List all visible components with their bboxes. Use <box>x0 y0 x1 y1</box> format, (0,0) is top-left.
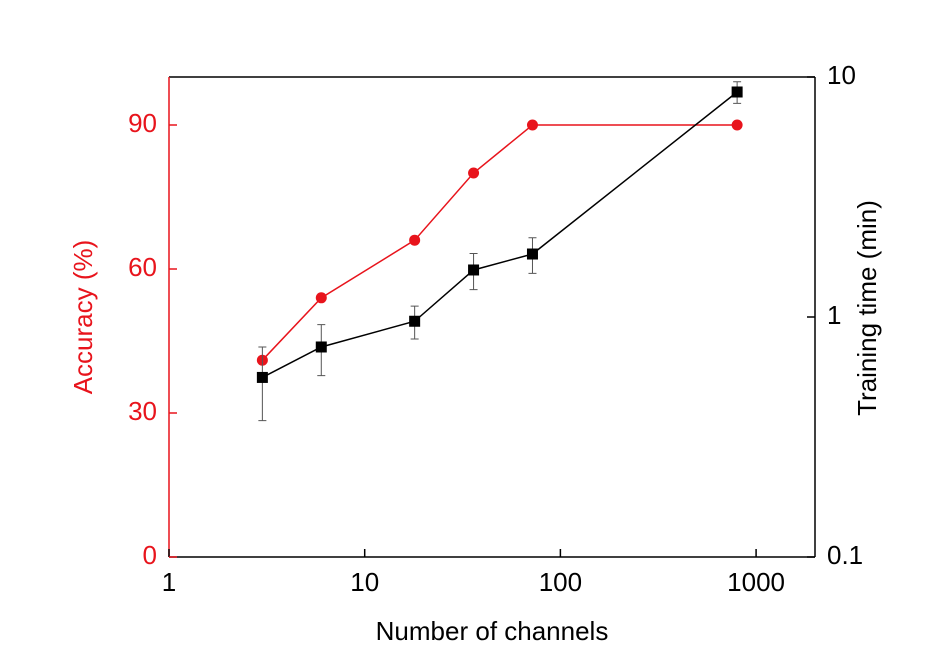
y2-tick-label: 1 <box>827 300 841 330</box>
point <box>468 264 480 276</box>
x-tick-label: 1 <box>162 567 176 597</box>
point <box>256 371 268 383</box>
point <box>315 341 327 353</box>
point <box>315 292 327 304</box>
point <box>731 119 743 131</box>
point <box>409 234 421 246</box>
y2-tick-label: 10 <box>827 60 856 90</box>
y-tick-label: 0 <box>143 540 157 570</box>
point <box>409 315 421 327</box>
y-tick-label: 60 <box>128 252 157 282</box>
x-tick-label: 1000 <box>727 567 785 597</box>
series-line <box>261 124 738 361</box>
y-axis-label: Accuracy (%) <box>68 240 98 395</box>
y-tick-label: 90 <box>128 108 157 138</box>
series-line <box>262 91 738 379</box>
point <box>526 119 538 131</box>
y-tick-label: 30 <box>128 396 157 426</box>
x-axis-label: Number of channels <box>376 616 609 646</box>
error-bar <box>258 346 267 422</box>
point <box>468 167 480 179</box>
x-tick-label: 100 <box>539 567 582 597</box>
y2-tick-label: 0.1 <box>827 540 863 570</box>
y2-axis-label: Training time (min) <box>852 200 882 416</box>
point <box>731 86 743 98</box>
point <box>526 248 538 260</box>
x-tick-label: 10 <box>350 567 379 597</box>
